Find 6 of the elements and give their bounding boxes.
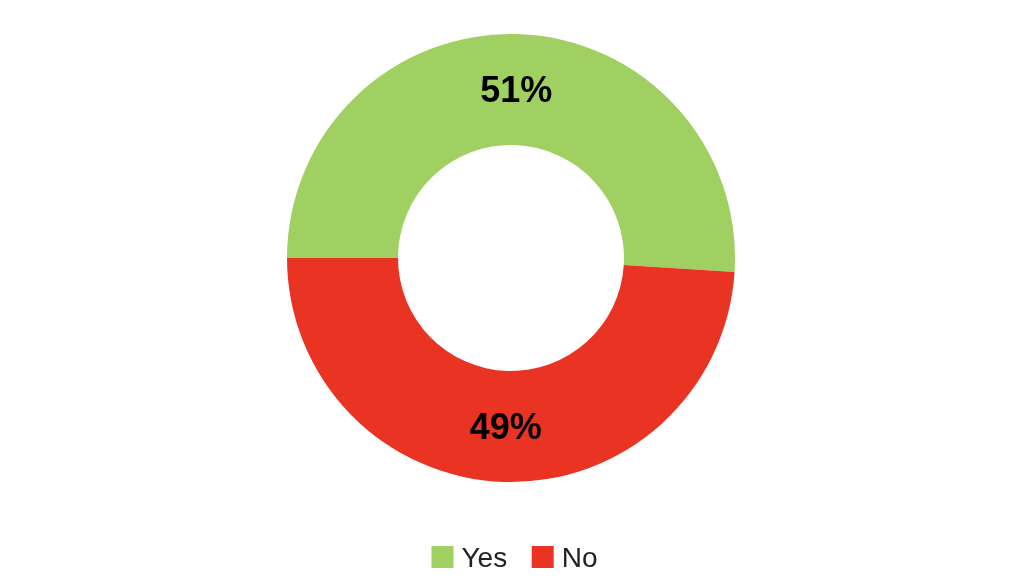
legend-label: Yes xyxy=(461,541,508,573)
legend-label: No xyxy=(561,541,598,573)
data-label: 51% xyxy=(480,69,553,111)
donut-slice xyxy=(287,258,735,482)
data-label: 49% xyxy=(469,405,542,447)
donut-slice xyxy=(287,34,735,273)
